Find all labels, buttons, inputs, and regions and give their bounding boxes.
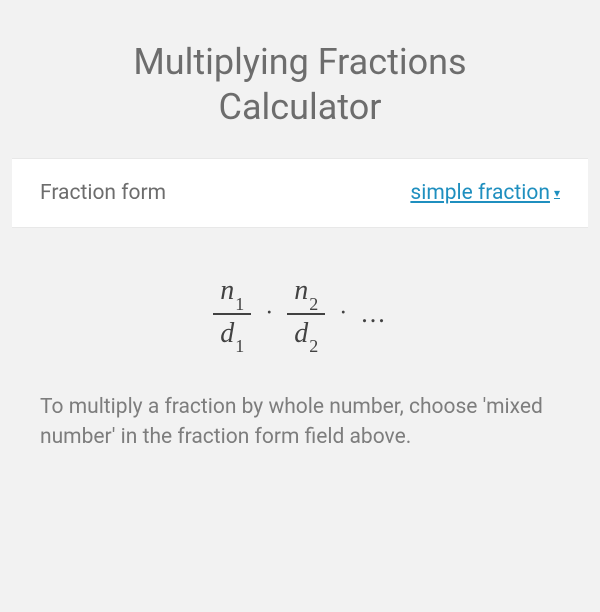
fraction-1: n1 d1 — [213, 272, 251, 356]
multiply-dot-2: · — [339, 300, 347, 327]
denominator-1: d1 — [214, 315, 250, 356]
hint-text: To multiply a fraction by whole number, … — [12, 392, 588, 453]
fraction-form-row: Fraction form simple fraction ▾ — [12, 158, 588, 228]
formula-expression: n1 d1 · n2 d2 · ... — [213, 272, 387, 356]
numerator-1: n1 — [214, 272, 250, 313]
calculator-card: Multiplying Fractions Calculator Fractio… — [12, 12, 588, 588]
ellipsis: ... — [361, 299, 387, 329]
formula-display: n1 d1 · n2 d2 · ... — [12, 228, 588, 392]
chevron-down-icon: ▾ — [554, 186, 560, 200]
numerator-2: n2 — [288, 272, 324, 313]
page-title: Multiplying Fractions Calculator — [12, 12, 588, 158]
fraction-form-select[interactable]: simple fraction ▾ — [410, 181, 560, 205]
multiply-dot-1: · — [265, 300, 273, 327]
fraction-form-label: Fraction form — [40, 181, 166, 205]
fraction-2: n2 d2 — [287, 272, 325, 356]
fraction-form-selected-value: simple fraction — [410, 181, 550, 205]
denominator-2: d2 — [288, 315, 324, 356]
